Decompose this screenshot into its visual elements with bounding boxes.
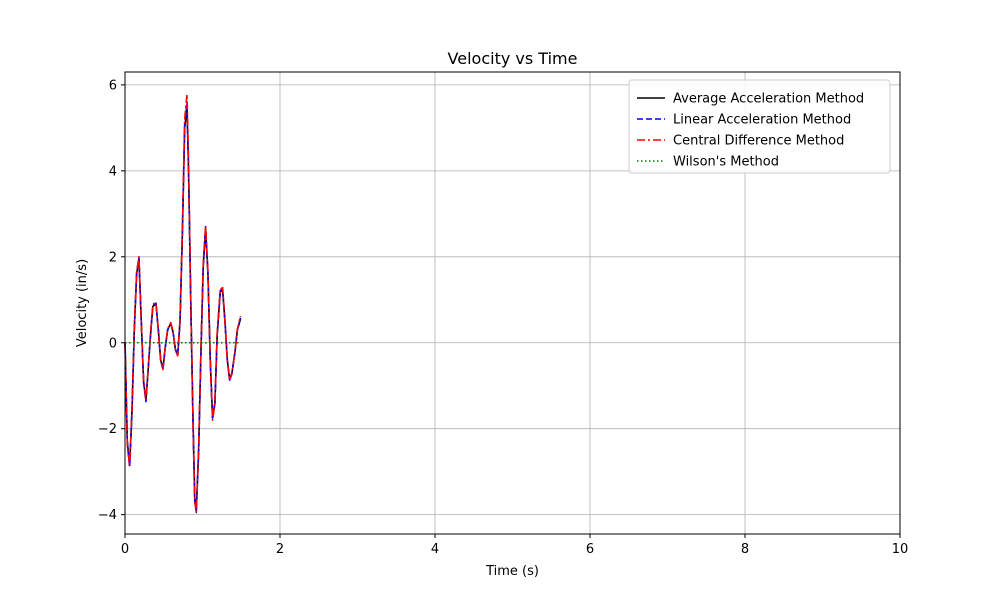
- y-axis-label: Velocity (in/s): [75, 259, 90, 347]
- series-line-2: [124, 93, 242, 514]
- x-tick-label: 4: [431, 542, 439, 557]
- x-axis-label: Time (s): [485, 564, 539, 579]
- legend-box: [628, 79, 891, 174]
- x-tick-label: 2: [276, 542, 284, 557]
- legend: Average Acceleration Method Linear Accele…: [628, 79, 891, 174]
- y-tick-label: 4: [109, 164, 117, 179]
- y-tick-label: 6: [109, 78, 117, 93]
- plot-frame: [124, 71, 901, 535]
- y-tick-label: 2: [109, 250, 117, 265]
- legend-label-3: Wilson's Method: [673, 155, 779, 170]
- ticks: 0 2 4 6 8 10 −4 −2 0 2 4 6: [98, 78, 908, 557]
- legend-label-1: Linear Acceleration Method: [673, 113, 851, 128]
- legend-label-0: Average Acceleration Method: [673, 92, 864, 107]
- chart-title: Velocity vs Time: [448, 49, 578, 68]
- x-tick-label: 0: [121, 542, 129, 557]
- x-tick-label: 8: [741, 542, 749, 557]
- x-tick-label: 6: [586, 542, 594, 557]
- x-tick-label: 10: [892, 542, 909, 557]
- y-tick-label: −4: [98, 508, 117, 523]
- y-tick-label: 0: [109, 336, 117, 351]
- legend-label-2: Central Difference Method: [673, 134, 844, 149]
- series-group: [124, 93, 242, 514]
- y-tick-label: −2: [98, 422, 117, 437]
